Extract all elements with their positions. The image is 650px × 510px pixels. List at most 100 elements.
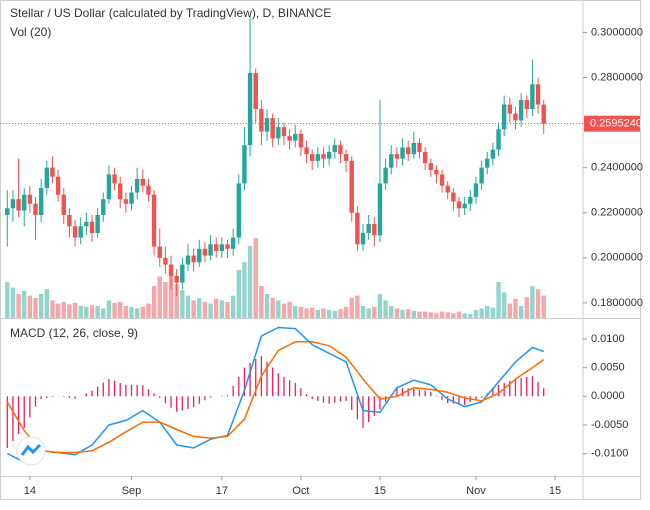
volume-bar [377, 294, 383, 318]
x-tick-label: Nov [466, 485, 486, 497]
volume-bar [10, 287, 16, 318]
y-tick-label: 0.2000000 [591, 252, 643, 264]
macd-y-tick-label: -0.0050 [591, 419, 628, 431]
candle-body [501, 104, 507, 130]
macd-line [6, 326, 544, 463]
price-label: 0.2595240 [590, 118, 642, 130]
candle-body [451, 192, 456, 202]
volume-bar [157, 276, 162, 318]
volume-bar [411, 310, 417, 318]
volume-bar [360, 306, 366, 318]
candle-body [439, 174, 445, 186]
candle-body [428, 163, 433, 170]
volume-bar [468, 314, 473, 318]
volume-bar [535, 289, 541, 318]
candle-body [118, 183, 123, 200]
candle-body [157, 246, 162, 258]
candle-body [507, 104, 513, 114]
candle-body [518, 100, 524, 121]
volume-bar [101, 308, 106, 318]
candle-body [287, 136, 292, 141]
macd-line [6, 341, 545, 454]
candle-body [372, 224, 377, 236]
candle-body [151, 194, 157, 247]
candle-body [33, 203, 38, 216]
y-tick-label: 0.3000000 [591, 26, 643, 38]
volume-bar [394, 308, 400, 318]
volume-bar [242, 262, 247, 318]
volume-bar [61, 302, 66, 318]
candle-body [208, 244, 213, 256]
candle-body [360, 233, 366, 245]
volume-bar [445, 312, 450, 318]
volume-bar [507, 303, 513, 318]
volume-bar [236, 270, 241, 318]
candle-body [456, 201, 462, 209]
volume-bar [44, 289, 50, 318]
tradingview-logo [16, 436, 46, 466]
candle-body [27, 194, 33, 204]
candle-body [315, 154, 321, 161]
candle-body [485, 158, 490, 168]
volume-bar [191, 300, 196, 318]
volume-bar [89, 305, 95, 318]
candle-body [417, 142, 422, 152]
candle-body [434, 169, 439, 175]
candle-body [276, 127, 281, 139]
candle-body [78, 226, 83, 238]
x-tick-label: 15 [549, 485, 561, 497]
macd-y-tick-label: 0.0000 [591, 390, 625, 402]
volume-bar [33, 298, 38, 318]
y-tick-label: 0.2800000 [591, 71, 643, 83]
volume-bar [434, 313, 439, 318]
volume-bar [326, 310, 332, 318]
volume-bar [287, 302, 292, 318]
volume-bar [134, 308, 140, 318]
candle-body [214, 244, 219, 252]
candle-body [479, 167, 484, 184]
macd-label: MACD (12, 26, close, 9) [10, 326, 138, 340]
volume-bar [84, 306, 89, 318]
candle-body [270, 118, 275, 139]
volume-bar [304, 308, 309, 318]
volume-bar [259, 286, 264, 318]
volume-bar [72, 302, 78, 318]
candle-body [253, 73, 258, 110]
volume-bar [219, 300, 225, 318]
volume-bar [264, 294, 270, 318]
volume-bar [95, 306, 100, 318]
macd-y-tick-label: -0.0100 [591, 448, 628, 460]
volume-bar [456, 311, 462, 318]
candle-body [496, 129, 501, 150]
candle-body [134, 178, 140, 193]
volume-bar [208, 303, 213, 318]
candle-body [225, 244, 230, 249]
candle-body [55, 176, 61, 195]
candle-body [524, 100, 529, 110]
volume-bar [225, 302, 230, 318]
volume-bar [524, 297, 529, 318]
volume-bar [321, 308, 326, 318]
candle-body [22, 194, 27, 211]
x-tick-label: 17 [216, 485, 228, 497]
volume-bar [451, 313, 456, 318]
candle-body [281, 127, 287, 137]
volume-bar [541, 295, 546, 318]
volume-bar [27, 295, 33, 318]
volume-bar [270, 298, 275, 318]
volume-bar [16, 294, 21, 318]
volume-bar [400, 310, 405, 318]
volume-bar [202, 302, 208, 318]
volume-bar [518, 306, 524, 318]
volume-bar [281, 303, 287, 318]
candle-body [163, 257, 168, 265]
x-tick-label: 14 [24, 485, 36, 497]
candle-body [197, 248, 202, 263]
candle-body [343, 154, 349, 161]
candle-body [513, 113, 518, 121]
candle-body [230, 237, 236, 249]
candle-body [332, 145, 337, 152]
candle-body [10, 199, 16, 209]
